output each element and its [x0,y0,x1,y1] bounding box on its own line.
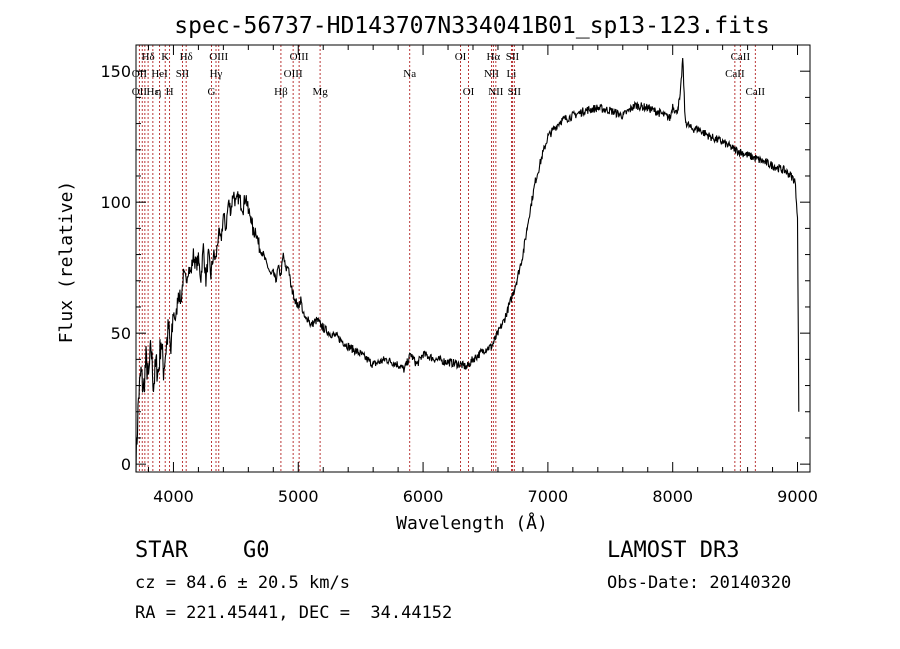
x-tick-label-1: 5000 [278,487,319,506]
survey-name: LAMOST DR3 [607,538,740,563]
coordinates: RA = 221.45441, DEC = 34.44152 [135,603,453,623]
obs-date: Obs-Date: 20140320 [607,573,792,593]
y-tick-label-0: 0 [121,455,131,474]
line-label-4: OIII [290,51,309,63]
line-label-19: Hε [147,86,160,98]
line-label-9: OII [132,68,148,80]
line-label-24: Mg [312,86,328,98]
y-axis-label: Flux (relative) [56,181,77,344]
y-axis-ticks: 0 50 100 150 [100,62,810,474]
x-tick-label-4: 8000 [652,487,693,506]
line-label-0: Hδ [142,51,155,63]
object-subclass: G0 [243,538,270,563]
x-tick-label-2: 6000 [403,487,444,506]
y-tick-label-1: 50 [111,324,131,343]
line-label-1: K [161,51,169,63]
line-label-10: HeI [151,68,168,80]
plot-frame [135,44,811,473]
line-label-11: SII [176,68,190,80]
line-label-26: NII [488,86,504,98]
emission-line-markers [138,45,756,472]
line-label-2: Hδ [180,51,193,63]
line-label-3: OIII [209,51,228,63]
line-label-20: η [156,86,162,98]
object-class: STAR [135,538,188,563]
line-label-8: CaII [731,51,751,63]
line-label-25: OI [463,86,475,98]
line-label-18: OII [132,86,148,98]
line-label-5: OI [455,51,467,63]
line-label-7: SII [506,51,520,63]
line-label-21: H [166,86,174,98]
chart-title: spec-56737-HD143707N334041B01_sp13-123.f… [174,13,769,39]
line-label-16: Li [507,68,517,80]
line-label-6: Hα [486,51,500,63]
line-label-22: G [208,86,216,98]
redshift-text: cz = 84.6 ± 20.5 km/s [135,573,350,593]
line-label-27: SII [508,86,522,98]
line-label-15: NII [484,68,500,80]
x-tick-label-5: 9000 [777,487,818,506]
spectrum-line [135,57,800,473]
y-tick-label-3: 150 [100,62,131,81]
x-axis-label: Wavelength (Å) [396,512,548,534]
line-label-28: CaII [746,86,766,98]
line-label-12: Hγ [210,68,223,80]
x-tick-label-0: 4000 [153,487,194,506]
line-label-17: CaII [725,68,745,80]
x-axis-ticks: 4000 5000 6000 7000 8000 9000 [147,45,818,506]
line-label-23: Hβ [274,86,288,98]
y-tick-label-2: 100 [100,193,131,212]
line-label-13: OIII [284,68,303,80]
x-tick-label-3: 7000 [528,487,569,506]
emission-line-labels: Hδ K Hδ OIII OIII OI Hα SII CaII OII HeI SII Hγ OIII N… [132,51,766,98]
line-label-14: Na [403,68,416,80]
